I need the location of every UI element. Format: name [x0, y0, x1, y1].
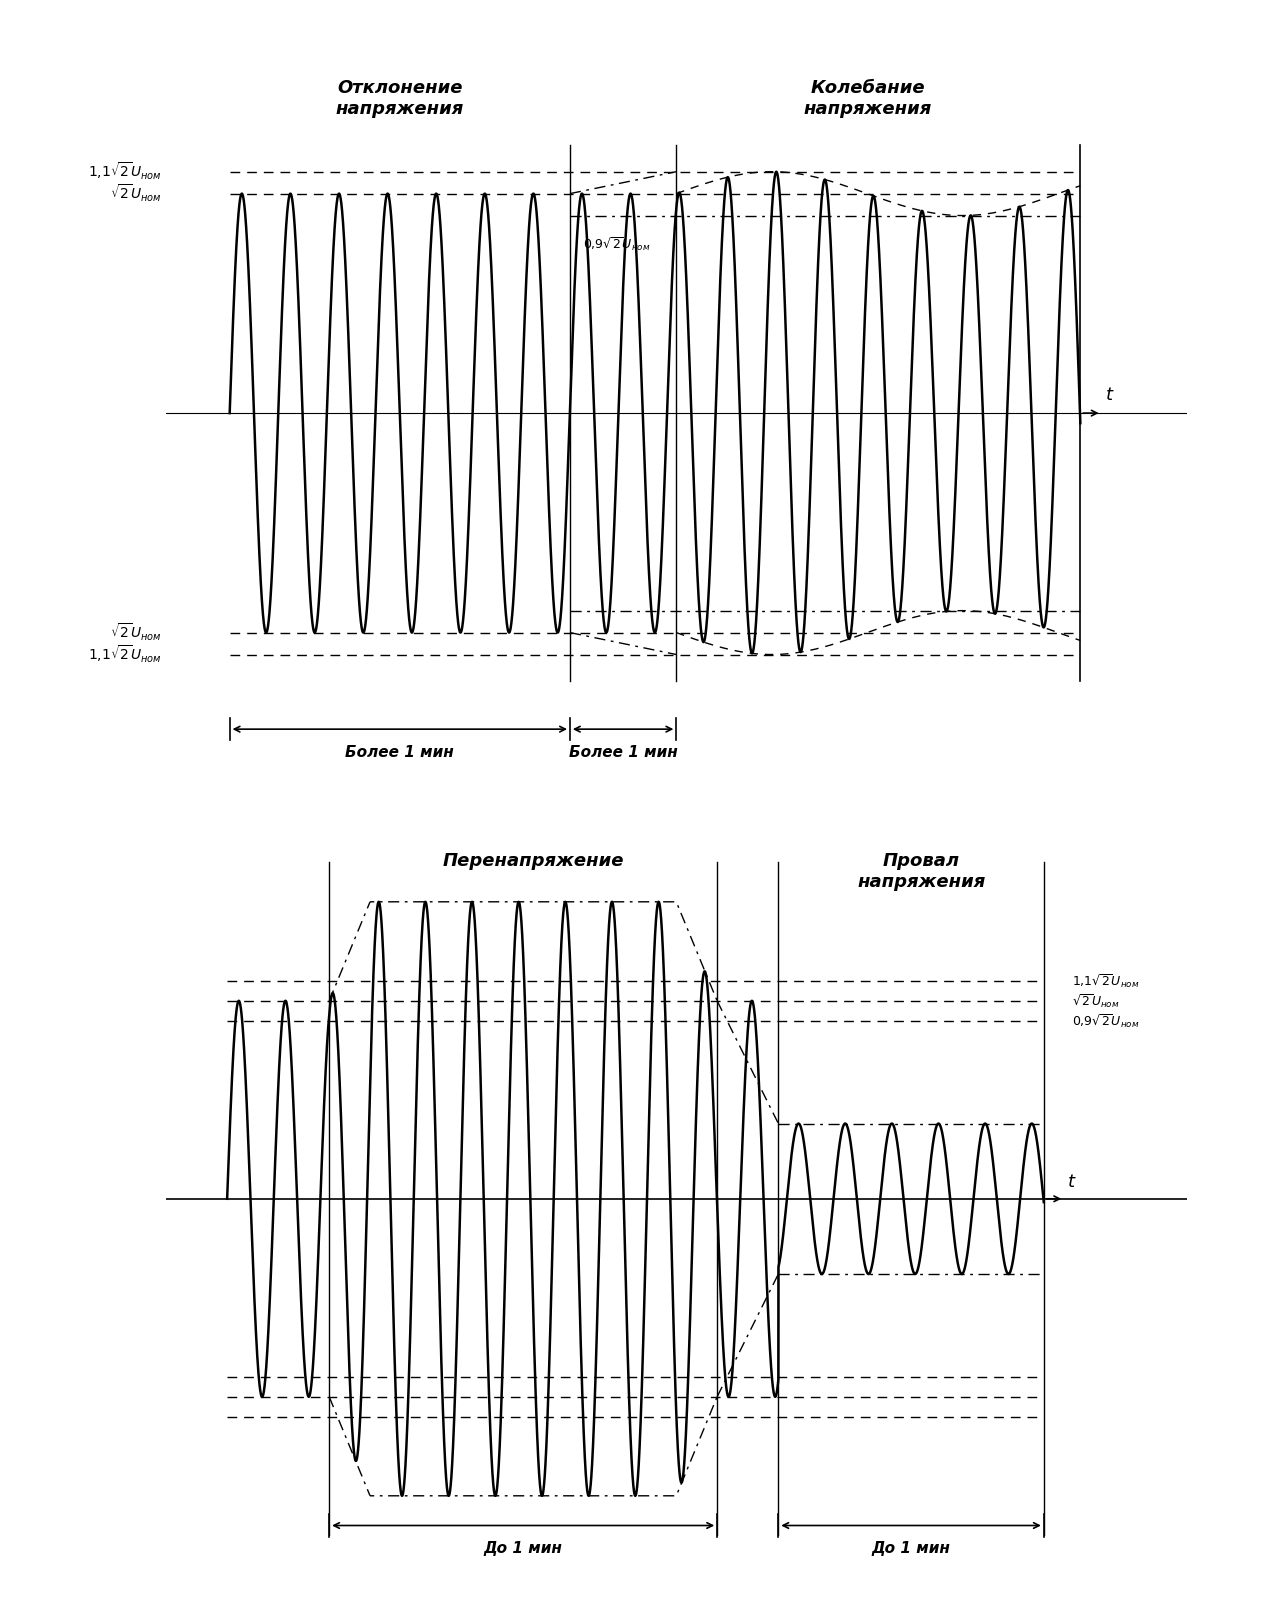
Text: $\sqrt{2}U_{\mathit{ном}}$: $\sqrt{2}U_{\mathit{ном}}$	[110, 622, 162, 643]
Text: Перенапряжение: Перенапряжение	[443, 852, 624, 870]
Text: До 1 мин: До 1 мин	[484, 1541, 563, 1557]
Text: $0{,}9\sqrt{2}U_{\mathit{ном}}$: $0{,}9\sqrt{2}U_{\mathit{ном}}$	[1072, 1011, 1139, 1030]
Text: Отклонение
напряжения: Отклонение напряжения	[336, 79, 464, 118]
Text: $\sqrt{2}U_{\mathit{ном}}$: $\sqrt{2}U_{\mathit{ном}}$	[1072, 991, 1120, 1009]
Text: $\sqrt{2}U_{\mathit{ном}}$: $\sqrt{2}U_{\mathit{ном}}$	[110, 183, 162, 204]
Text: До 1 мин: До 1 мин	[872, 1541, 951, 1557]
Text: Колебание
напряжения: Колебание напряжения	[804, 79, 931, 118]
Text: $0{,}9\sqrt{2}U_{\mathit{ном}}$: $0{,}9\sqrt{2}U_{\mathit{ном}}$	[583, 235, 649, 253]
Text: Провал
напряжения: Провал напряжения	[857, 852, 985, 891]
Text: $1{,}1\sqrt{2}U_{\mathit{ном}}$: $1{,}1\sqrt{2}U_{\mathit{ном}}$	[88, 643, 162, 666]
Text: Более 1 мин: Более 1 мин	[346, 745, 454, 760]
Text: $1{,}1\sqrt{2}U_{\mathit{ном}}$: $1{,}1\sqrt{2}U_{\mathit{ном}}$	[1072, 972, 1139, 990]
Text: t: t	[1068, 1173, 1076, 1191]
Text: t: t	[1106, 386, 1113, 405]
Text: $1{,}1\sqrt{2}U_{\mathit{ном}}$: $1{,}1\sqrt{2}U_{\mathit{ном}}$	[88, 160, 162, 183]
Text: Более 1 мин: Более 1 мин	[569, 745, 678, 760]
